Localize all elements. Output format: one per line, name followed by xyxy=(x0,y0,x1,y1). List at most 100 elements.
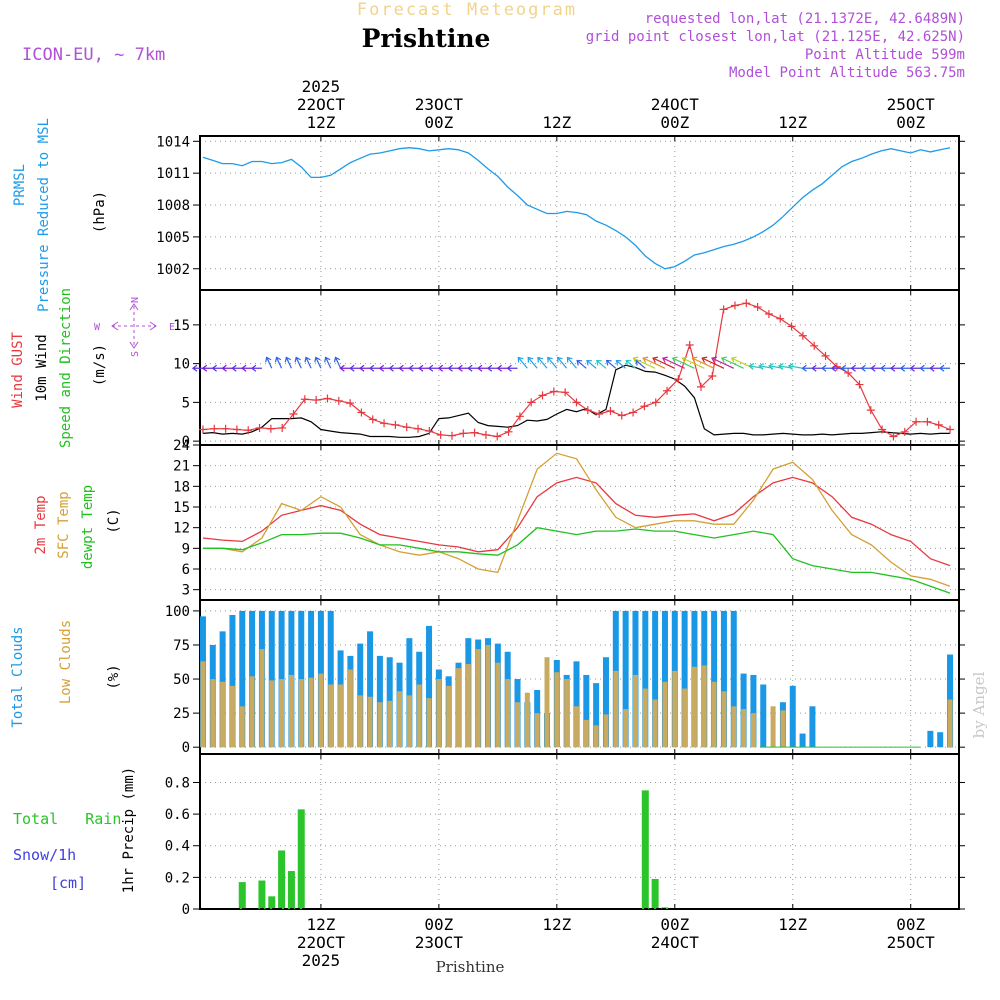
wind-direction-arrow xyxy=(408,364,420,372)
low-cloud-bar xyxy=(288,674,294,748)
wind-gust-marker xyxy=(821,351,830,360)
low-cloud-bar xyxy=(731,706,737,748)
wind-direction-arrow xyxy=(339,364,351,372)
wind-direction-arrow xyxy=(359,364,371,372)
wind-frame xyxy=(199,289,960,446)
total-cloud-bar xyxy=(720,610,727,748)
wind-direction-arrow xyxy=(586,359,597,369)
wind-gust-label: Wind GUST xyxy=(10,332,26,408)
wind-direction-arrow xyxy=(191,364,203,372)
wind-direction-arrow xyxy=(418,364,430,372)
low-cloud-bar xyxy=(672,670,678,748)
total-cloud-bar xyxy=(652,610,659,748)
compass-rose: N S W E xyxy=(94,297,175,357)
bottom-axis-label: 12Z xyxy=(542,915,571,934)
bottom-axis-label: 24OCT xyxy=(651,933,700,952)
wind-direction-arrow xyxy=(496,364,508,372)
total-clouds-label: Total Clouds xyxy=(10,626,26,727)
wind-gust-marker xyxy=(515,412,524,421)
wind-gust-marker xyxy=(198,425,207,434)
low-cloud-bar xyxy=(593,725,599,748)
wind-gust-marker xyxy=(764,310,773,319)
low-cloud-bar xyxy=(564,679,570,748)
footer-location: Prishtine xyxy=(436,958,505,976)
low-cloud-bar xyxy=(308,677,314,748)
wind-gust-marker xyxy=(595,410,604,418)
top-axis-label: 25OCT xyxy=(887,95,936,114)
wind-direction-arrow xyxy=(486,364,498,372)
pressure-ytick-label: 1014 xyxy=(156,134,190,150)
low-cloud-bar xyxy=(387,700,393,748)
wind-gust-marker xyxy=(334,396,343,405)
wind-gust-marker xyxy=(504,427,513,436)
low-cloud-bar xyxy=(603,714,609,748)
wind-gust-marker xyxy=(776,314,785,323)
wind-10m-label: 10m Wind xyxy=(34,334,50,401)
wind-gust-marker xyxy=(719,305,728,314)
wind-direction-arrow xyxy=(211,364,223,372)
total-cloud-bar xyxy=(750,674,757,748)
low-cloud-bar xyxy=(613,670,619,748)
wind-direction-arrow xyxy=(477,364,489,372)
clouds-panel: 0 25 50 75 100 xyxy=(165,599,965,756)
top-axis-label: 24OCT xyxy=(651,95,700,114)
wind-gust-marker xyxy=(708,372,717,381)
wind-ytick-label: 5 xyxy=(182,395,190,411)
wind-gust-marker xyxy=(414,424,423,433)
wind-gust-marker xyxy=(538,391,547,400)
wind-ytick-label: 15 xyxy=(173,318,190,334)
total-cloud-bar xyxy=(711,610,718,748)
low-cloud-bar xyxy=(573,706,579,748)
wind-gust-marker xyxy=(651,398,660,407)
low-cloud-bar xyxy=(534,713,540,748)
wind-direction-arrow xyxy=(467,364,479,372)
wind-panel: 0 5 10 15 xyxy=(173,289,965,450)
wind-gust-marker xyxy=(583,406,592,415)
low-cloud-bar xyxy=(750,713,756,748)
rain-bar xyxy=(268,896,276,909)
temp-frame xyxy=(199,444,960,601)
pressure-msl-label: Pressure Reduced to MSL xyxy=(36,118,52,312)
low-cloud-bar xyxy=(436,679,442,748)
wind-gust-marker xyxy=(425,427,434,436)
pressure-ytick-label: 1002 xyxy=(156,262,190,278)
total-cloud-bar xyxy=(681,610,688,748)
temp-unit: (C) xyxy=(106,508,122,533)
wind-direction-arrow xyxy=(596,359,607,369)
wind-gust-marker xyxy=(606,406,615,415)
wind-gust-marker xyxy=(730,301,739,310)
wind-gust-marker xyxy=(278,423,287,432)
precip-unit: 1hr Precip (mm) xyxy=(121,767,137,893)
total-cloud-bar xyxy=(602,657,609,748)
wind-direction-arrow xyxy=(527,356,538,369)
low-cloud-bar xyxy=(623,709,629,748)
low-cloud-bar xyxy=(249,676,255,748)
wind-direction-arrow xyxy=(605,359,617,369)
wind-direction-arrow xyxy=(231,364,243,372)
wind-direction-arrow xyxy=(625,359,636,369)
low-cloud-bar xyxy=(465,664,471,748)
wind-direction-arrow xyxy=(349,364,361,372)
bottom-axis-label: 00Z xyxy=(896,915,925,934)
temp-ytick-label: 9 xyxy=(182,541,190,557)
wind-direction-arrow xyxy=(860,364,872,372)
wind-ytick-label: 10 xyxy=(173,357,190,373)
wind-gust-line xyxy=(202,302,951,438)
temp-2m-label: 2m Temp xyxy=(33,495,49,554)
clouds-ytick-label: 25 xyxy=(173,706,190,722)
wind-direction-arrow xyxy=(250,364,262,372)
total-cloud-bar xyxy=(593,683,600,748)
wind-direction-arrow xyxy=(517,356,528,369)
snow-unit-label: [cm] xyxy=(50,874,86,892)
precip-panel: 0 0.2 0.4 0.6 0.8 xyxy=(165,753,965,918)
wind-direction-arrow xyxy=(701,356,725,369)
wind-gust-marker xyxy=(436,430,445,439)
top-axis-label: 12Z xyxy=(306,113,335,132)
wind-gust-marker xyxy=(674,375,683,384)
low-cloud-bar xyxy=(947,699,953,748)
compass-arrow-left xyxy=(111,321,119,331)
wind-direction-arrow xyxy=(265,356,273,369)
bottom-axis-label: 12Z xyxy=(778,915,807,934)
low-cloud-bar xyxy=(701,665,707,748)
